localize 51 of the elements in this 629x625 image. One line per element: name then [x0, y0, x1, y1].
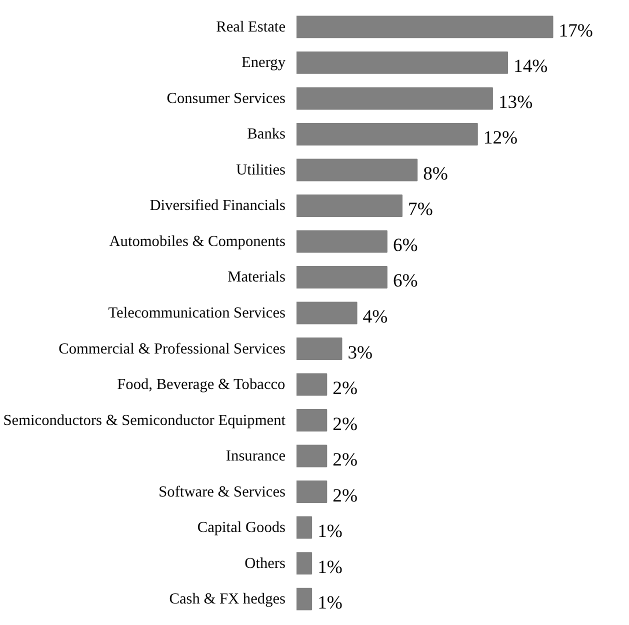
y-tick-label: Banks — [247, 126, 286, 143]
bar — [296, 122, 478, 146]
bar — [296, 230, 388, 253]
data-label: 6% — [392, 234, 418, 256]
bar — [296, 516, 312, 539]
bar — [296, 338, 342, 360]
data-label: 12% — [483, 128, 518, 149]
y-tick-label: Telecommunication Services — [108, 304, 286, 322]
y-tick-label: Consumer Services — [166, 90, 286, 107]
data-label: 2% — [332, 414, 358, 435]
data-label: 1% — [318, 521, 342, 542]
bar — [296, 302, 358, 324]
y-tick-label: Utilities — [236, 161, 286, 178]
y-tick-label: Capital Goods — [197, 519, 286, 536]
y-tick-label: Food, Beverage & Tobacco — [117, 376, 286, 394]
data-label: 14% — [514, 56, 548, 78]
data-label: 17% — [558, 20, 593, 42]
data-label: 2% — [332, 378, 358, 400]
y-tick-label: Insurance — [226, 448, 286, 465]
data-label: 1% — [318, 556, 342, 578]
data-label: 4% — [362, 306, 388, 328]
y-tick-label: Others — [244, 554, 286, 572]
bar — [296, 194, 403, 217]
y-tick-label: Semiconductors & Semiconductor Equipment — [3, 412, 286, 429]
bar — [296, 552, 312, 575]
bar — [296, 51, 508, 74]
data-label: 2% — [332, 450, 358, 471]
data-label: 6% — [392, 270, 418, 292]
y-tick-label: Automobiles & Components — [109, 232, 286, 250]
data-label: 8% — [423, 163, 448, 184]
y-tick-label: Energy — [242, 54, 286, 72]
data-label: 13% — [498, 92, 533, 113]
bar — [296, 373, 328, 396]
bar — [296, 158, 418, 182]
bar — [296, 16, 554, 38]
data-label: 2% — [332, 485, 358, 506]
bar — [296, 588, 312, 610]
y-tick-label: Commercial & Professional Services — [58, 340, 286, 358]
data-label: 3% — [348, 342, 373, 364]
y-tick-label: Diversified Financials — [150, 197, 286, 214]
y-tick-label: Software & Services — [158, 483, 286, 500]
y-tick-label: Cash & FX hedges — [169, 590, 286, 608]
bar — [296, 409, 328, 432]
data-label: 7% — [408, 199, 433, 220]
y-tick-label: Real Estate — [216, 18, 286, 36]
bar — [296, 266, 388, 288]
data-label: 1% — [318, 592, 342, 614]
bar — [296, 87, 493, 110]
bar — [296, 444, 328, 468]
bar — [296, 480, 328, 504]
y-tick-label: Materials — [228, 268, 286, 286]
